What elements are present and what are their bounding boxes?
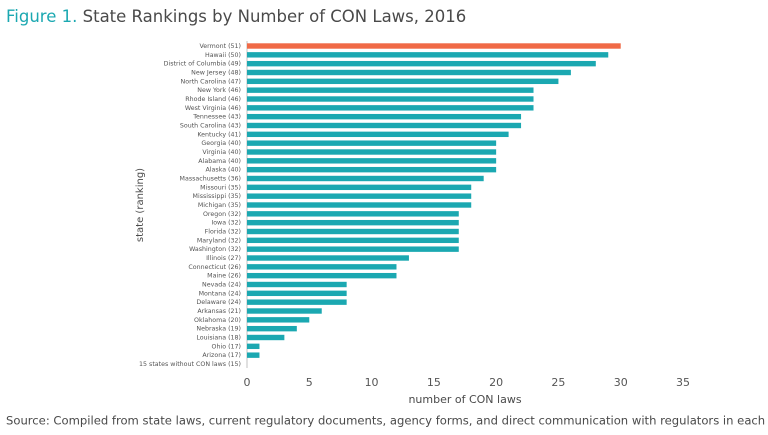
bar [247, 211, 459, 217]
bar [247, 228, 459, 235]
bar [247, 290, 347, 297]
bar [247, 149, 497, 155]
bar [247, 105, 534, 111]
y-tick-label: Nevada (24) [202, 282, 241, 289]
bar [247, 78, 559, 85]
x-tick-label: 15 [427, 376, 441, 389]
x-tick-label: 20 [489, 376, 503, 389]
y-tick-label: Missouri (35) [200, 184, 241, 191]
bar [247, 69, 571, 76]
y-tick-label: Alabama (40) [198, 158, 241, 165]
bar [247, 219, 459, 226]
bar [247, 202, 472, 208]
y-tick-label: Maryland (32) [197, 237, 241, 244]
bar [247, 87, 534, 93]
y-tick-label: Arkansas (21) [197, 308, 241, 315]
bar [247, 175, 484, 182]
y-tick-label: Michigan (35) [198, 202, 241, 209]
x-tick-label: 10 [365, 376, 379, 389]
x-tick-label: 35 [676, 376, 690, 389]
y-tick-label: Illinois (27) [206, 255, 241, 262]
y-tick-label: West Virginia (46) [185, 105, 241, 112]
x-tick-label: 25 [551, 376, 565, 389]
y-tick-label: Iowa (32) [211, 220, 241, 227]
y-tick-label: Kentucky (41) [197, 131, 241, 138]
y-tick-label: New Jersey (48) [191, 70, 241, 77]
y-tick-label: Delaware (24) [196, 299, 241, 306]
x-tick-label: 5 [306, 376, 313, 389]
source-note: Source: Compiled from state laws, curren… [6, 414, 768, 428]
bar [247, 325, 297, 332]
y-tick-label: Oklahoma (20) [194, 317, 241, 324]
bar [247, 281, 347, 288]
y-axis-label: state (ranking) [135, 168, 146, 242]
y-tick-label: North Carolina (47) [181, 78, 241, 85]
y-tick-label: Vermont (51) [199, 43, 241, 50]
y-tick-label: Tennessee (43) [192, 114, 241, 121]
chart-title: Figure 1. State Rankings by Number of CO… [6, 7, 466, 26]
y-tick-label: 15 states without CON laws (15) [139, 361, 241, 368]
y-tick-label: Connecticut (26) [188, 264, 241, 271]
bar [247, 96, 534, 102]
bar [247, 317, 310, 323]
x-axis-label: number of CON laws [408, 393, 521, 406]
bar [247, 43, 621, 49]
y-tick-label: Oregon (32) [203, 211, 241, 218]
y-tick-label: Rhode Island (46) [185, 96, 241, 103]
bar [247, 52, 609, 58]
bar [247, 193, 472, 199]
bar [247, 184, 472, 191]
y-tick-label: Washington (32) [189, 246, 241, 253]
y-tick-label: Ohio (17) [212, 343, 241, 350]
bar [247, 60, 596, 67]
bar [247, 122, 522, 129]
bar [247, 308, 322, 314]
y-tick-label: Massachusetts (36) [180, 176, 241, 183]
bar [247, 343, 260, 350]
y-tick-label: Arizona (17) [202, 352, 241, 359]
bar [247, 140, 497, 146]
y-tick-label: Maine (26) [207, 273, 241, 280]
bar [247, 166, 497, 173]
y-tick-label: Nebraska (19) [196, 326, 241, 333]
bar [247, 334, 285, 341]
title-label: Figure 1. [6, 7, 77, 26]
bar [247, 131, 509, 138]
bar [247, 264, 397, 270]
y-tick-label: Alaska (40) [205, 167, 241, 174]
bar [247, 352, 260, 358]
x-tick-label: 30 [614, 376, 628, 389]
y-tick-label: Montana (24) [199, 290, 241, 297]
bar [247, 246, 459, 252]
bar [247, 158, 497, 164]
bar [247, 272, 397, 279]
x-tick-label: 0 [244, 376, 251, 389]
bar [247, 299, 347, 305]
y-tick-label: Georgia (40) [201, 140, 241, 147]
y-tick-label: District of Columbia (49) [164, 61, 241, 68]
y-tick-label: South Carolina (43) [180, 123, 241, 130]
bar [247, 255, 409, 261]
y-tick-label: Louisiana (18) [196, 335, 241, 342]
y-tick-label: Florida (32) [205, 229, 241, 236]
title-text: State Rankings by Number of CON Laws, 20… [83, 7, 467, 26]
bar [247, 113, 522, 120]
y-tick-label: Hawaii (50) [205, 52, 241, 59]
y-tick-label: New York (46) [197, 87, 241, 94]
bar [247, 237, 459, 244]
y-tick-label: Mississippi (35) [193, 193, 241, 200]
y-tick-label: Virginia (40) [202, 149, 241, 156]
